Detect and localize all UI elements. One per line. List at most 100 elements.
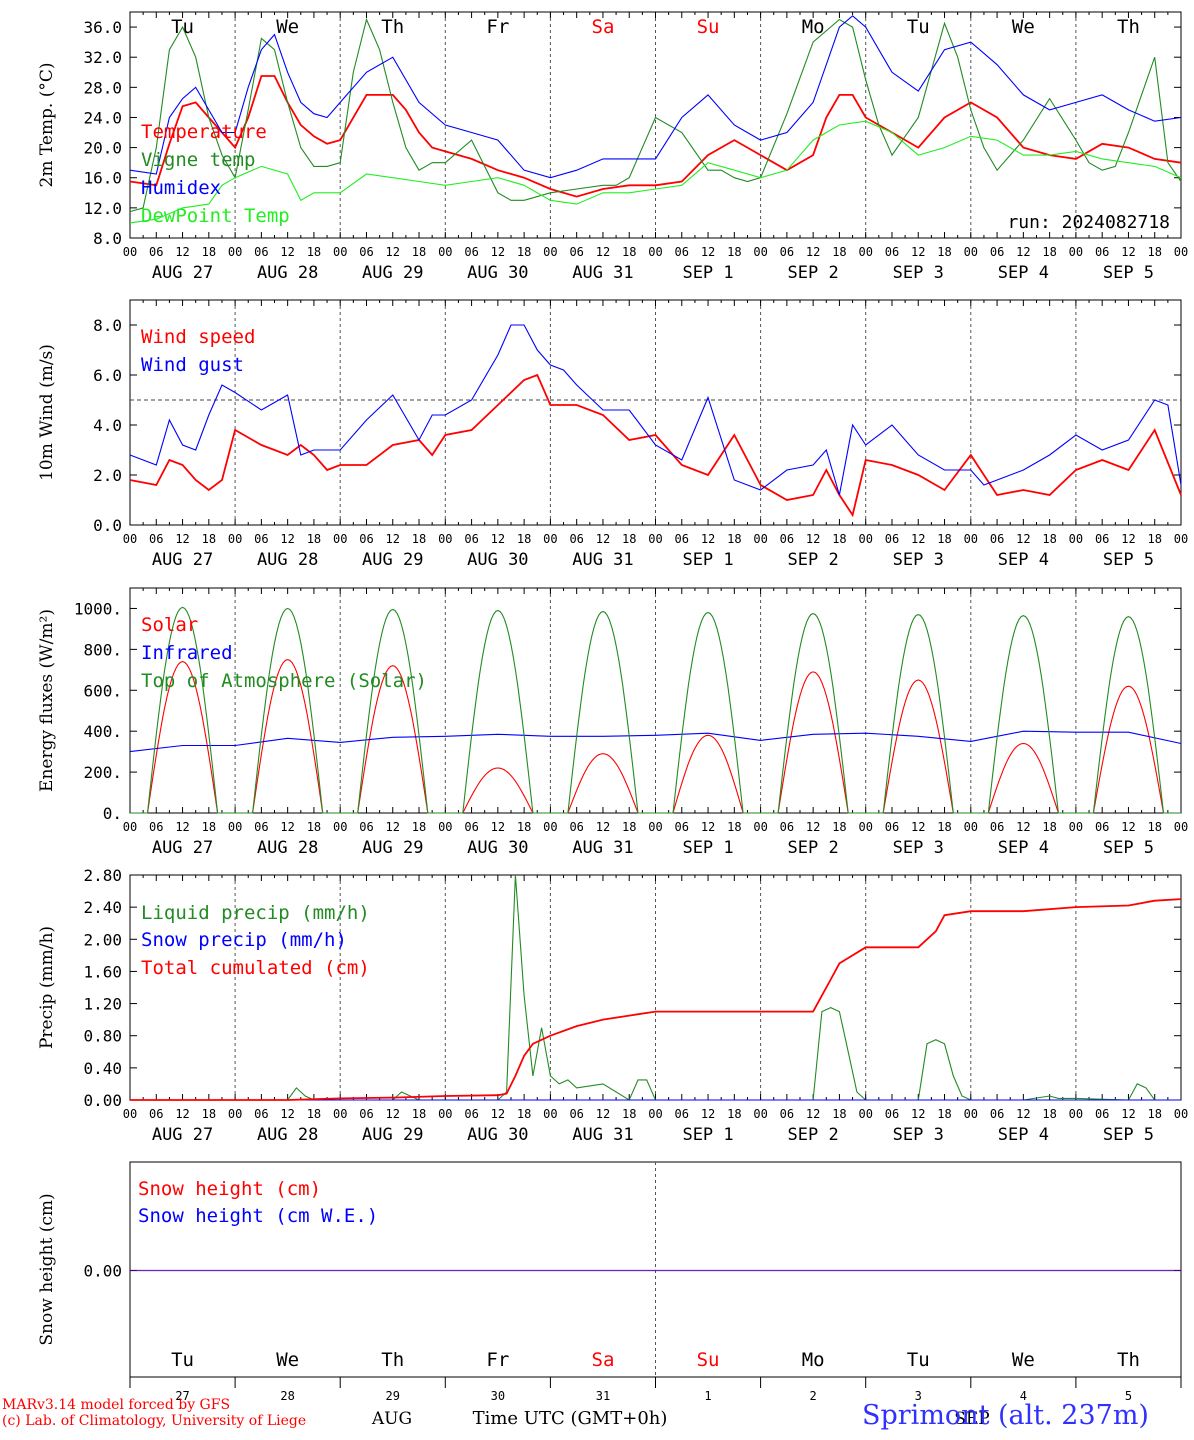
hour-tick-label: 00 xyxy=(858,532,872,546)
hour-tick-label: 12 xyxy=(386,1107,400,1121)
date-label: SEP 2 xyxy=(788,550,839,570)
date-label: SEP 5 xyxy=(1103,550,1154,570)
hour-tick-label: 06 xyxy=(780,1107,794,1121)
date-label: AUG 29 xyxy=(362,1125,423,1145)
panel-temp: 00 06 12 18 00 06 12 18 00 06 12 18 00 06 12 18 00 06 12 18… xyxy=(37,11,1188,283)
hour-tick-label: 18 xyxy=(832,1107,846,1121)
day-number: 4 xyxy=(1020,1389,1027,1403)
weekday-label: Mo xyxy=(802,16,825,38)
hour-tick-label: 18 xyxy=(412,1107,426,1121)
hour-tick-label: 12 xyxy=(280,1107,294,1121)
hour-tick-label: 06 xyxy=(1095,1107,1109,1121)
hour-tick-label: 06 xyxy=(254,532,268,546)
date-label: SEP 5 xyxy=(1103,263,1154,283)
hour-tick-label: 18 xyxy=(622,532,636,546)
hour-tick-label: 12 xyxy=(1121,1107,1135,1121)
date-label: AUG 29 xyxy=(362,838,423,858)
y-axis-label: Precip (mm/h) xyxy=(37,926,57,1049)
y-tick-label: 36.0 xyxy=(83,18,122,37)
hour-tick-label: 12 xyxy=(1016,1107,1030,1121)
hour-tick-label: 18 xyxy=(517,532,531,546)
hour-tick-label: 00 xyxy=(964,1107,978,1121)
hour-tick-label: 00 xyxy=(858,820,872,834)
x-axis-title: Time UTC (GMT+0h) xyxy=(473,1408,668,1429)
hour-tick-label: 00 xyxy=(123,245,137,259)
hour-tick-label: 18 xyxy=(517,820,531,834)
day-number: 5 xyxy=(1125,1389,1132,1403)
hour-tick-label: 18 xyxy=(937,820,951,834)
y-tick-label: 16.0 xyxy=(83,169,122,188)
series-line xyxy=(129,15,1182,179)
hour-tick-label: 06 xyxy=(780,532,794,546)
weekday-label: Sa xyxy=(592,16,615,38)
weekday-label: Th xyxy=(1117,1349,1140,1371)
series-line xyxy=(129,75,1182,198)
legend-entry: Snow precip (mm/h) xyxy=(141,929,347,951)
hour-tick-label: 00 xyxy=(1174,820,1188,834)
hour-tick-label: 00 xyxy=(648,532,662,546)
hour-tick-label: 18 xyxy=(832,532,846,546)
hour-tick-label: 18 xyxy=(727,820,741,834)
hour-tick-label: 06 xyxy=(675,245,689,259)
hour-tick-label: 00 xyxy=(333,532,347,546)
hour-tick-label: 06 xyxy=(990,1107,1004,1121)
date-label: SEP 1 xyxy=(682,263,733,283)
hour-tick-label: 18 xyxy=(202,532,216,546)
date-label: AUG 31 xyxy=(572,263,633,283)
hour-tick-label: 12 xyxy=(280,820,294,834)
hour-tick-label: 06 xyxy=(675,1107,689,1121)
date-label: SEP 3 xyxy=(893,838,944,858)
hour-tick-label: 00 xyxy=(123,532,137,546)
hour-tick-label: 18 xyxy=(412,532,426,546)
hour-tick-label: 18 xyxy=(1147,245,1161,259)
legend-entry: Wind gust xyxy=(141,354,244,376)
hour-tick-label: 18 xyxy=(1042,532,1056,546)
hour-tick-label: 00 xyxy=(648,820,662,834)
y-tick-label: 8.0 xyxy=(93,229,122,248)
hour-tick-label: 12 xyxy=(1121,245,1135,259)
hour-tick-label: 06 xyxy=(464,532,478,546)
hour-tick-label: 06 xyxy=(569,820,583,834)
series-line xyxy=(129,373,1182,518)
hour-tick-label: 00 xyxy=(753,820,767,834)
hour-tick-label: 18 xyxy=(622,245,636,259)
hour-tick-label: 12 xyxy=(280,245,294,259)
hour-tick-label: 06 xyxy=(780,820,794,834)
day-number: 28 xyxy=(280,1389,294,1403)
hour-tick-label: 12 xyxy=(1121,532,1135,546)
day-number: 1 xyxy=(704,1389,711,1403)
hour-tick-label: 00 xyxy=(1174,245,1188,259)
hour-tick-label: 18 xyxy=(937,532,951,546)
hour-tick-label: 00 xyxy=(438,1107,452,1121)
hour-tick-label: 18 xyxy=(202,1107,216,1121)
hour-tick-label: 12 xyxy=(701,245,715,259)
hour-tick-label: 00 xyxy=(333,245,347,259)
hour-tick-label: 12 xyxy=(175,820,189,834)
weekday-label: Mo xyxy=(802,1349,825,1371)
weekday-label: Th xyxy=(381,1349,404,1371)
day-number: 29 xyxy=(386,1389,400,1403)
hour-tick-label: 18 xyxy=(727,245,741,259)
hour-tick-label: 00 xyxy=(228,1107,242,1121)
date-label: SEP 4 xyxy=(998,838,1049,858)
hour-tick-label: 12 xyxy=(491,820,505,834)
hour-tick-label: 00 xyxy=(543,245,557,259)
hour-tick-label: 00 xyxy=(964,820,978,834)
hour-tick-label: 18 xyxy=(622,1107,636,1121)
y-tick-label: 2.80 xyxy=(83,866,122,885)
hour-tick-label: 00 xyxy=(123,1107,137,1121)
legend-entry: Wind speed xyxy=(141,326,255,348)
hour-tick-label: 12 xyxy=(1016,532,1030,546)
date-label: AUG 27 xyxy=(152,550,213,570)
weekday-label: Fr xyxy=(486,1349,509,1371)
date-label: AUG 30 xyxy=(467,263,528,283)
model-credit-line1: MARv3.14 model forced by GFS xyxy=(2,1397,231,1413)
date-label: AUG 31 xyxy=(572,550,633,570)
hour-tick-label: 12 xyxy=(1016,245,1030,259)
date-label: AUG 28 xyxy=(257,263,318,283)
hour-tick-label: 06 xyxy=(359,245,373,259)
day-number: 3 xyxy=(915,1389,922,1403)
y-tick-label: 400. xyxy=(83,722,122,741)
y-tick-label: 20.0 xyxy=(83,139,122,158)
hour-tick-label: 06 xyxy=(885,820,899,834)
